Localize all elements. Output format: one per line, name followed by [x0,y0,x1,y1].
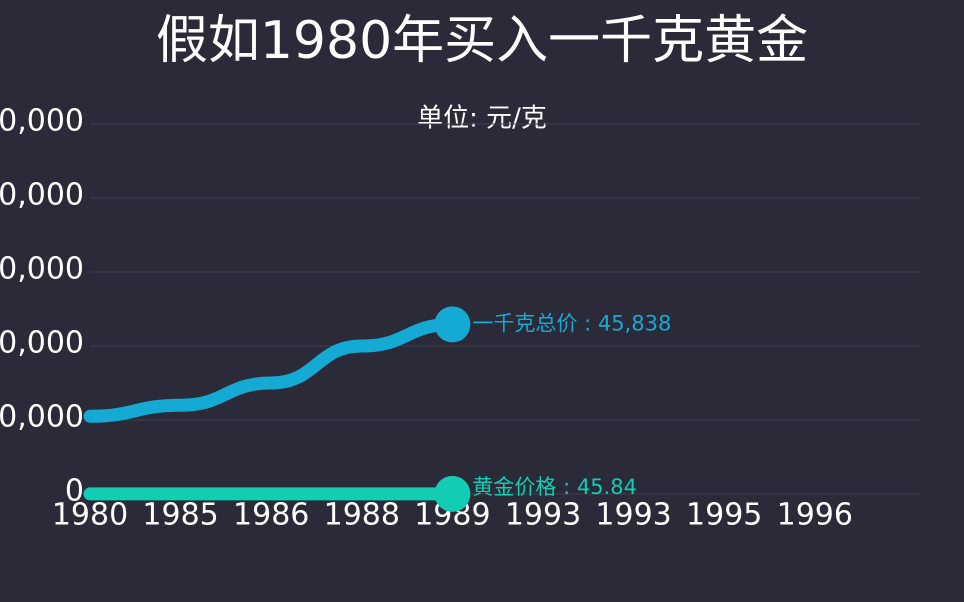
end-point [434,306,471,343]
x-tick-label: 1993 [505,498,581,533]
y-tick-label: 100,000 [0,104,84,139]
separator: : [577,311,597,335]
x-tick-label: 1995 [686,498,762,533]
series-value: 45,838 [598,311,671,335]
y-tick-label: 80,000 [0,178,84,213]
chart-title: 假如1980年买入一千克黄金 [156,11,808,71]
series-line [83,317,459,423]
x-tick-label: 1996 [777,498,853,533]
value-label: 黄金价格 : 45.84 [472,475,637,499]
x-tick-label: 1986 [233,498,309,533]
series-name: 黄金价格 [472,475,556,499]
y-tick-label: 0 [65,474,84,509]
y-tick-label: 40,000 [0,326,84,361]
chart-subtitle: 单位: 元/克 [417,104,547,134]
x-tick-label: 1980 [52,498,128,533]
value-label: 一千克总价 : 45,838 [472,311,671,335]
x-tick-label: 1985 [142,498,218,533]
end-point [434,475,471,512]
x-tick-label: 1993 [595,498,671,533]
y-tick-label: 20,000 [0,400,84,435]
series-value: 45.84 [577,475,637,499]
x-tick-label: 1988 [324,498,400,533]
series-name: 一千克总价 [472,311,577,335]
separator: : [556,475,576,499]
y-tick-label: 60,000 [0,252,84,287]
